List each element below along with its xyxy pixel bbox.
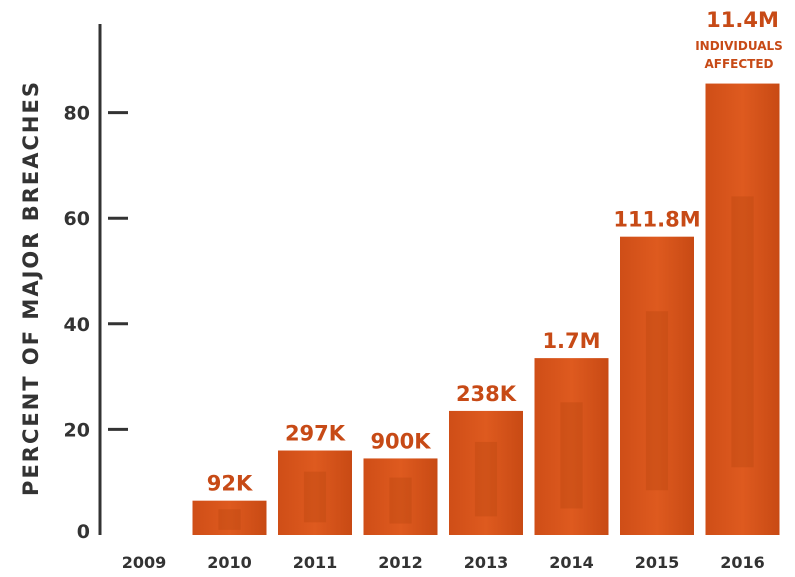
x-tick-label-2012: 2012 — [378, 553, 423, 572]
x-tick-label-2009: 2009 — [122, 553, 167, 572]
data-labels: 92K 297K 900K 238K 1.7M 111.8M 11.4M — [207, 8, 779, 496]
bar-shade-2014 — [560, 402, 583, 509]
y-tick-label-80: 80 — [64, 103, 90, 125]
bar-2014 — [534, 358, 609, 535]
bar-2013 — [449, 410, 523, 535]
data-label-2010: 92K — [207, 472, 253, 496]
bar-shade-2015 — [645, 311, 669, 491]
bar-shade-2013 — [474, 441, 498, 517]
data-label-2012: 900K — [370, 429, 431, 453]
y-tick-label-60: 60 — [64, 208, 90, 230]
bars — [192, 83, 780, 535]
x-tick-label-2014: 2014 — [549, 553, 594, 572]
x-tick-label-2013: 2013 — [464, 553, 509, 572]
bar-2012 — [363, 458, 438, 535]
bar-2010 — [192, 500, 267, 535]
bar-2015 — [620, 236, 694, 535]
bar-2016 — [705, 83, 780, 535]
annotation-line-1: INDIVIDUALS — [695, 39, 783, 53]
annotation-line-2: AFFECTED — [704, 57, 773, 71]
bar-2011 — [278, 450, 352, 535]
bar-shade-2010 — [218, 509, 241, 530]
y-tick-label-40: 40 — [64, 314, 90, 336]
bar-shade-2012 — [389, 477, 412, 524]
data-label-2014: 1.7M — [542, 329, 600, 353]
y-tick-label-20: 20 — [64, 419, 90, 441]
bar-shade-2011 — [303, 471, 327, 523]
x-tick-label-2010: 2010 — [207, 553, 252, 572]
y-axis-label: PERCENT OF MAJOR BREACHES — [19, 80, 43, 496]
x-tick-label-2016: 2016 — [720, 553, 765, 572]
x-tick-labels: 2009 2010 2011 2012 2013 2014 2015 2016 — [122, 553, 765, 572]
x-tick-label-2015: 2015 — [635, 553, 680, 572]
data-label-2013: 238K — [456, 382, 517, 406]
x-tick-label-2011: 2011 — [293, 553, 338, 572]
y-tick-label-0: 0 — [77, 521, 90, 543]
y-ticks: 0 20 40 60 80 — [64, 103, 128, 543]
data-label-2016: 11.4M — [706, 8, 779, 32]
data-label-2011: 297K — [285, 422, 346, 446]
data-label-2015: 111.8M — [613, 208, 700, 232]
bar-shade-2016 — [731, 196, 754, 468]
